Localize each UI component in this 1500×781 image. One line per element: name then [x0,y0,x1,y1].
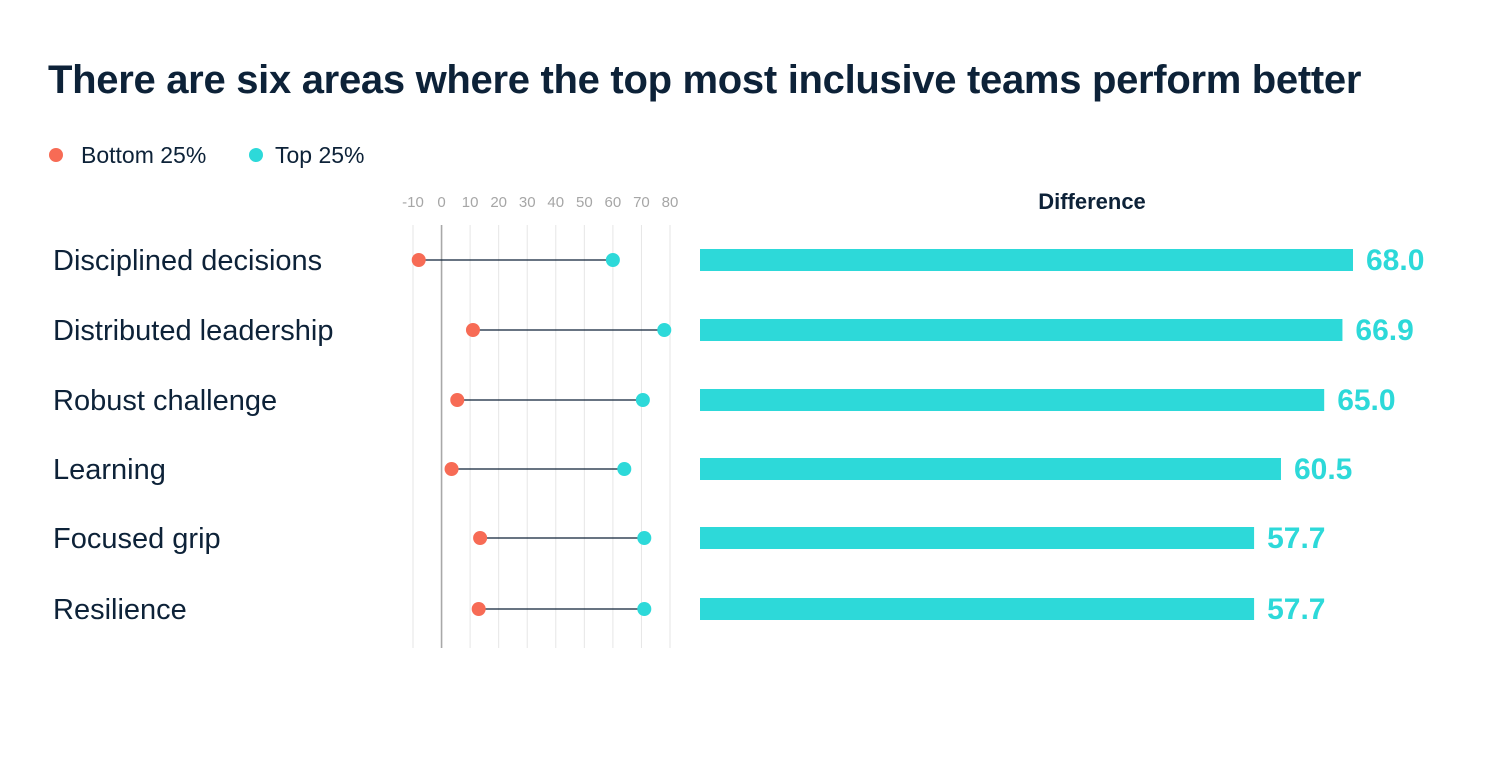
chart-title: There are six areas where the top most i… [48,58,1361,102]
bottom-25-point [471,602,486,616]
difference-bar [700,527,1255,549]
x-tick-label: 50 [576,194,593,211]
difference-value-label: 66.9 [1355,314,1413,347]
category-label: Focused grip [53,523,221,555]
x-tick-label: 30 [519,194,536,211]
category-label: Disciplined decisions [53,245,322,277]
x-gridlines [412,225,671,648]
legend-label-bottom: Bottom 25% [81,142,206,168]
x-tick-label: 80 [662,194,679,211]
difference-bar [700,249,1353,271]
bottom-25-point [411,253,426,267]
legend-marker-top [249,148,263,162]
category-label: Learning [53,454,166,486]
legend-label-top: Top 25% [275,142,365,168]
top-25-point [635,393,650,407]
x-tick-labels: -10 0 10 20 30 40 50 60 70 80 [402,194,678,211]
top-25-point [605,253,620,267]
chart-row: Distributed leadership 66.9 [53,314,1414,347]
x-tick-label: -10 [402,194,424,211]
difference-value-label: 57.7 [1267,593,1325,626]
x-tick-label: 70 [633,194,650,211]
difference-value-label: 68.0 [1366,244,1424,277]
bottom-25-point [444,462,459,476]
chart-row: Focused grip 57.7 [53,522,1325,555]
bottom-25-point [450,393,465,407]
difference-bar [700,389,1325,411]
category-label: Resilience [53,594,187,626]
x-tick-label: 0 [437,194,445,211]
chart-row: Robust challenge 65.0 [53,384,1396,417]
legend: Bottom 25% Top 25% [49,142,365,168]
chart-row: Resilience 57.7 [53,593,1325,626]
bottom-25-point [465,323,480,337]
x-tick-label: 10 [462,194,479,211]
chart-rows: Disciplined decisions 68.0 Distributed lea… [53,244,1424,626]
difference-value-label: 60.5 [1294,453,1352,486]
top-25-point [617,462,632,476]
difference-value-label: 57.7 [1267,522,1325,555]
difference-header: Difference [1038,189,1146,214]
x-tick-label: 40 [547,194,564,211]
difference-bar [700,598,1255,620]
x-tick-label: 60 [605,194,622,211]
x-tick-label: 20 [490,194,507,211]
legend-marker-bottom [49,148,63,162]
difference-bar [700,319,1343,341]
chart-row: Learning 60.5 [53,453,1352,486]
difference-value-label: 65.0 [1337,384,1395,417]
bottom-25-point [473,531,488,545]
category-label: Robust challenge [53,385,277,417]
top-25-point [637,531,652,545]
top-25-point [657,323,672,337]
chart-row: Disciplined decisions 68.0 [53,244,1424,277]
top-25-point [637,602,652,616]
category-label: Distributed leadership [53,315,333,347]
difference-bar [700,458,1281,480]
